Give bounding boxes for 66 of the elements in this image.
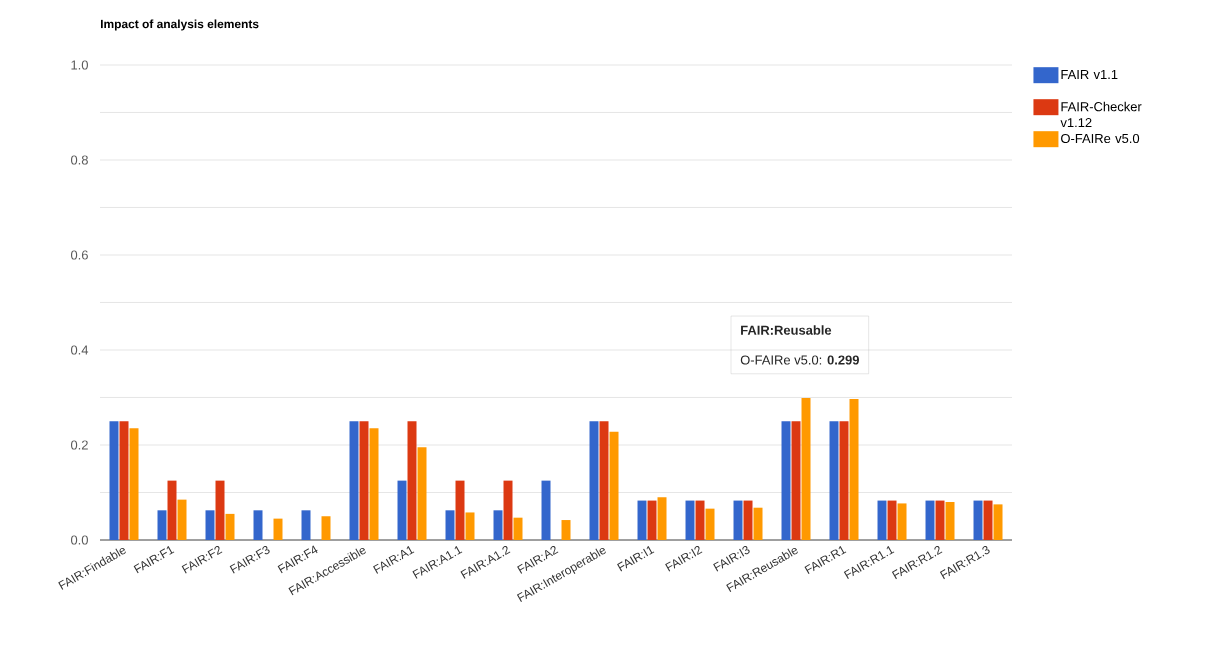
y-tick-label: 0.8 xyxy=(70,155,88,165)
bar xyxy=(935,500,945,540)
y-tick-label: 0.6 xyxy=(70,250,88,260)
bar xyxy=(897,503,907,540)
bar xyxy=(513,517,523,540)
bar xyxy=(801,397,811,540)
bar xyxy=(253,510,263,540)
bar xyxy=(705,508,715,540)
bar xyxy=(609,431,619,540)
bar xyxy=(849,398,859,540)
bar xyxy=(589,421,599,540)
bar xyxy=(503,480,513,540)
bar xyxy=(993,504,1003,540)
chart-title: Impact of analysis elements xyxy=(101,19,259,31)
bar xyxy=(215,480,225,540)
bar xyxy=(925,500,935,540)
bar xyxy=(791,421,801,540)
bar xyxy=(455,480,465,540)
bar xyxy=(877,500,887,540)
bar xyxy=(839,421,849,540)
bar xyxy=(647,500,657,540)
bar xyxy=(349,421,359,540)
bar xyxy=(407,421,417,540)
bar xyxy=(359,421,369,540)
bar xyxy=(167,480,177,540)
bar xyxy=(109,421,119,540)
y-tick-label: 1.0 xyxy=(71,60,88,70)
bar xyxy=(685,500,695,540)
bar xyxy=(973,500,983,540)
annotation: FAIR:Reusable xyxy=(741,325,832,335)
bar xyxy=(177,499,187,540)
bar xyxy=(465,512,475,540)
legend-label: FAIR v1.1 xyxy=(1061,69,1118,79)
bar xyxy=(129,428,139,540)
bar xyxy=(445,510,455,540)
bar xyxy=(829,421,839,540)
y-tick-label: 0.2 xyxy=(70,440,88,450)
bar xyxy=(541,480,551,540)
y-tick-label: 0.4 xyxy=(70,345,89,355)
bar xyxy=(369,428,379,540)
bar xyxy=(733,500,743,540)
bar xyxy=(321,516,331,540)
bar xyxy=(743,500,753,540)
y-tick-label: 0.0 xyxy=(70,535,88,545)
bar xyxy=(657,497,667,540)
bar xyxy=(273,518,283,540)
bar xyxy=(205,510,215,540)
bar xyxy=(301,510,311,540)
bar xyxy=(225,513,235,540)
bar xyxy=(119,421,129,540)
bar xyxy=(493,510,503,540)
bar xyxy=(637,500,647,540)
bar xyxy=(695,500,705,540)
bar xyxy=(887,500,897,540)
legend-label: O-FAIRe v5.0 xyxy=(1061,133,1140,144)
legend-label: FAIR-Checker v1.12 xyxy=(1060,101,1142,128)
bar xyxy=(753,507,763,540)
bar xyxy=(397,480,407,540)
bar xyxy=(157,510,167,540)
bar xyxy=(561,520,571,540)
bar xyxy=(945,502,955,540)
bar xyxy=(417,447,427,540)
bar xyxy=(983,500,993,540)
bar xyxy=(599,421,609,540)
bar xyxy=(781,421,791,540)
annotation: O-FAIRe v5.0: 0.299 xyxy=(740,355,859,365)
